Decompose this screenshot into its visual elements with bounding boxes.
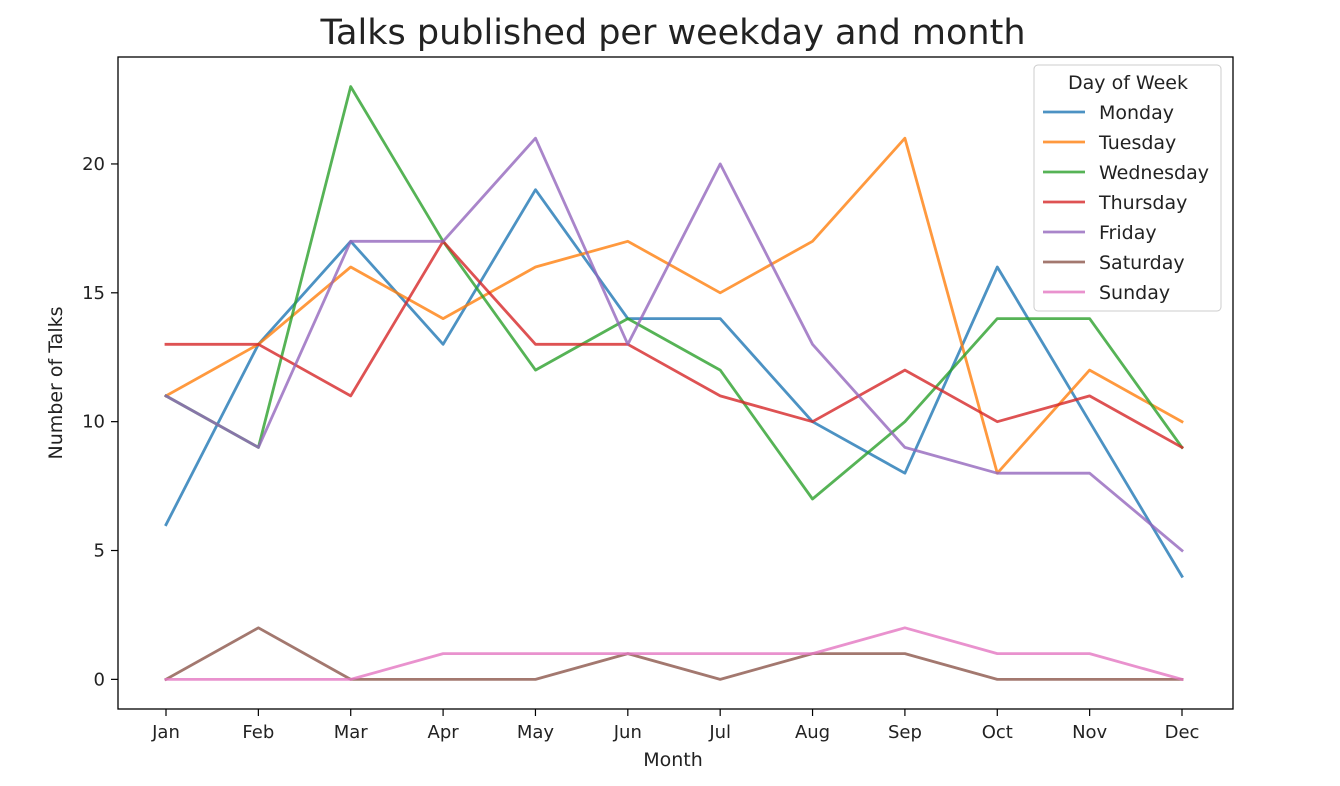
y-tick-label: 0 bbox=[94, 669, 105, 690]
series-line-friday bbox=[164, 136, 1184, 553]
y-tick-label: 10 bbox=[82, 412, 105, 433]
x-tick-label: May bbox=[517, 722, 555, 743]
y-tick-label: 5 bbox=[94, 541, 105, 562]
x-tick-label: Dec bbox=[1165, 722, 1200, 743]
legend-label-thursday: Thursday bbox=[1098, 192, 1187, 214]
plot-frame bbox=[117, 56, 1234, 710]
y-axis: 0 5 10 15 20 bbox=[82, 154, 118, 690]
legend-label-tuesday: Tuesday bbox=[1098, 132, 1176, 154]
x-tick-label: Jul bbox=[708, 722, 731, 743]
series-line-monday bbox=[164, 188, 1184, 579]
y-axis-label: Number of Talks bbox=[45, 306, 67, 459]
legend: Day of Week Monday Tuesday Wednesday Thursd… bbox=[1033, 64, 1222, 312]
series-line-wednesday bbox=[164, 85, 1184, 501]
x-tick-label: Jan bbox=[151, 722, 180, 743]
x-axis-label: Month bbox=[643, 749, 703, 771]
x-tick-label: Oct bbox=[982, 722, 1013, 743]
legend-label-monday: Monday bbox=[1099, 102, 1174, 124]
legend-label-wednesday: Wednesday bbox=[1099, 162, 1209, 184]
legend-label-sunday: Sunday bbox=[1099, 282, 1170, 304]
x-tick-label: Jun bbox=[613, 722, 642, 743]
x-tick-label: Nov bbox=[1072, 722, 1107, 743]
series-layer bbox=[164, 85, 1184, 682]
chart-title: Talks published per weekday and month bbox=[319, 13, 1025, 53]
y-tick-label: 20 bbox=[82, 154, 105, 175]
y-tick-label: 15 bbox=[82, 283, 105, 304]
legend-title: Day of Week bbox=[1068, 72, 1188, 94]
legend-items: Monday Tuesday Wednesday Thursday Friday Satu… bbox=[1043, 102, 1209, 304]
x-tick-label: Aug bbox=[795, 722, 830, 743]
x-tick-label: Mar bbox=[334, 722, 369, 743]
series-line-tuesday bbox=[164, 136, 1184, 475]
series-line-thursday bbox=[164, 239, 1184, 450]
x-axis: Jan Feb Mar Apr May Jun Jul Aug Sep Oct Nov Dec bbox=[151, 709, 1199, 743]
legend-box bbox=[1033, 64, 1222, 312]
x-tick-label: Sep bbox=[888, 722, 922, 743]
series-line-sunday bbox=[164, 626, 1184, 682]
series-line-saturday bbox=[164, 626, 1184, 682]
x-tick-label: Apr bbox=[428, 722, 460, 743]
legend-label-friday: Friday bbox=[1099, 222, 1157, 244]
legend-label-saturday: Saturday bbox=[1099, 252, 1185, 274]
x-tick-label: Feb bbox=[242, 722, 274, 743]
